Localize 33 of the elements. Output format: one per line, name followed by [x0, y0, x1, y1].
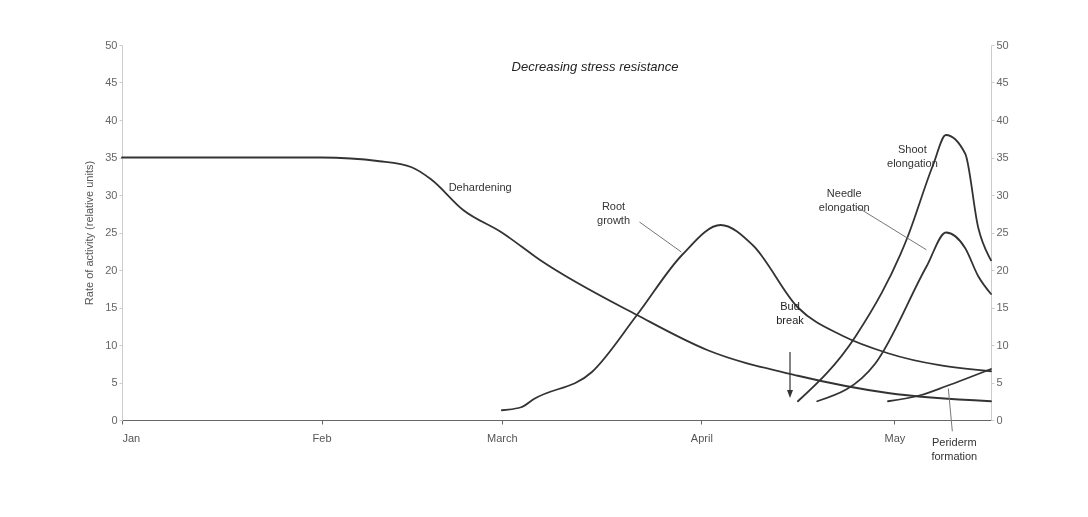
y2-tick-label: 35	[996, 151, 1009, 163]
y-tick-label: 20	[105, 263, 118, 276]
annotation: Decreasing stress resistance	[511, 59, 679, 74]
y2-tick-label: 10	[996, 338, 1009, 351]
y2-tick-label: 15	[996, 301, 1009, 313]
y2-tick-label: 40	[996, 113, 1009, 126]
y2-tick-label: 5	[996, 376, 1003, 388]
x-tick-label: Feb	[312, 431, 332, 444]
x-tick-label: May	[884, 431, 906, 444]
x-tick-label: Jan	[122, 431, 141, 444]
y-tick-label: 5	[111, 376, 118, 388]
x-tick-label: April	[690, 431, 713, 444]
y-tick-label: 30	[105, 188, 118, 201]
text: Root growth	[597, 200, 631, 226]
text: Needle elongation	[818, 187, 870, 214]
y2-tick-label: 30	[996, 188, 1009, 201]
y-tick-label: 50	[105, 38, 118, 51]
series-label: Dehardening	[448, 180, 512, 193]
y2-tick-label: 0	[996, 413, 1003, 426]
text: Periderm formation	[931, 435, 978, 462]
y-tick-label: 35	[105, 151, 118, 163]
y-tick-label: 15	[105, 301, 118, 313]
y-tick-label: 25	[105, 226, 118, 238]
y2-tick-label: 50	[996, 38, 1009, 51]
x-tick-label: March	[487, 431, 518, 444]
y-tick-label: 10	[105, 338, 118, 351]
y-tick-label: 0	[111, 413, 118, 426]
y-tick-label: 40	[105, 113, 118, 126]
y-tick-label: 45	[105, 76, 118, 88]
y-axis-title: Rate of activity (relative units)	[83, 160, 96, 306]
y2-tick-label: 20	[996, 263, 1009, 276]
y2-tick-label: 45	[996, 76, 1009, 88]
y2-tick-label: 25	[996, 226, 1009, 238]
